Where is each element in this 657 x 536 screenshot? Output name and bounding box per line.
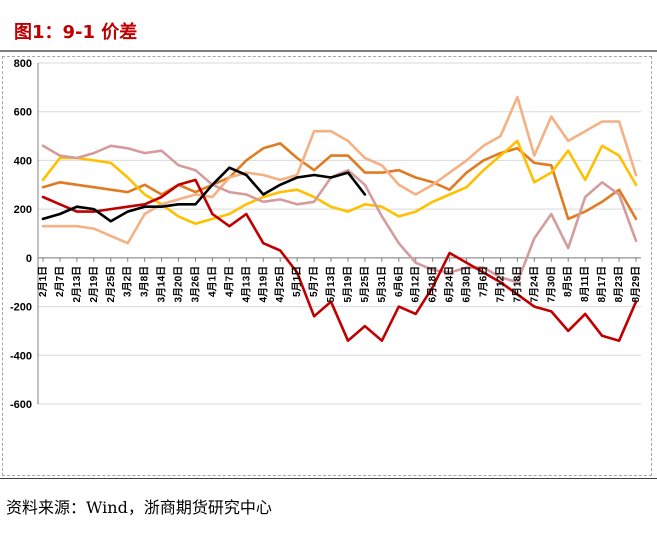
chart-frame <box>2 56 652 476</box>
series-line-1 <box>41 142 638 221</box>
x-tick-label: 3月20日 <box>173 266 185 303</box>
x-tick-label: 2月7日 <box>54 266 66 297</box>
x-tick-label: 5月25日 <box>359 266 371 303</box>
series-line-5 <box>41 178 638 342</box>
x-tick-label: 8月11日 <box>579 266 591 302</box>
x-tick-label: 8月17日 <box>596 266 608 303</box>
y-tick-label: 200 <box>14 204 32 216</box>
chart-title: 图1：9-1 价差 <box>14 22 138 43</box>
x-tick-label: 4月1日 <box>206 266 218 297</box>
source-note: 资料来源：Wind，浙商期货研究中心 <box>6 498 272 517</box>
x-tick-label: 2月19日 <box>88 266 100 303</box>
x-tick-label: 6月30日 <box>461 266 473 303</box>
series-line-3 <box>41 95 638 245</box>
x-tick-label: 6月24日 <box>444 266 456 303</box>
x-tick-label: 6月6日 <box>393 266 405 297</box>
y-tick-labels: -600 -400 -200 0 200 400 600 800 <box>10 58 32 411</box>
x-tick-label: 8月23日 <box>613 266 625 303</box>
x-tick-label: 4月25日 <box>274 266 286 303</box>
x-tick-labels: 2月1日 2月7日 2月13日 2月19日 2月25日 3月2日 3月8日 3月14日 3月20… <box>37 266 642 303</box>
grid-layer <box>38 62 641 405</box>
x-tick-label: 2月25日 <box>105 266 117 303</box>
x-tick-label: 4月7日 <box>223 266 235 297</box>
x-tick-label: 7月6日 <box>478 266 490 297</box>
x-tick-label: 2月1日 <box>37 266 49 297</box>
x-tick-label: 3月8日 <box>139 266 151 297</box>
x-tick-label: 2月13日 <box>71 266 83 303</box>
y-tick-label: -400 <box>10 350 32 362</box>
series-line-4 <box>41 144 638 284</box>
x-tick-label: 4月13日 <box>240 266 252 303</box>
series-line-2 <box>41 139 638 226</box>
x-tick-label: 3月26日 <box>189 266 201 303</box>
x-tick-label: 3月2日 <box>122 266 134 297</box>
x-tick-label: 7月24日 <box>528 266 540 303</box>
source-divider <box>0 478 657 479</box>
y-tick-label: 600 <box>14 107 32 119</box>
series-layer <box>41 95 638 342</box>
x-tick-label: 5月1日 <box>291 266 303 297</box>
x-tick-label: 5月13日 <box>325 266 337 303</box>
x-tick-label: 5月31日 <box>376 266 388 303</box>
x-tick-label: 4月19日 <box>257 266 269 303</box>
x-tick-label: 7月30日 <box>545 266 557 303</box>
series-line-6 <box>41 166 367 223</box>
y-tick-label: 800 <box>14 58 32 70</box>
x-tick-label: 3月14日 <box>156 266 168 303</box>
y-tick-label: -600 <box>10 399 32 411</box>
y-tick-label: 0 <box>26 253 32 265</box>
x-tick-label: 6月12日 <box>410 266 422 303</box>
x-tick-label: 6月18日 <box>427 266 439 303</box>
title-divider <box>0 50 657 52</box>
axis-layer <box>37 63 641 404</box>
x-tick-label: 7月12日 <box>494 266 506 303</box>
x-tick-label: 8月5日 <box>562 266 574 297</box>
y-tick-label: 400 <box>14 155 32 167</box>
x-tick-label: 8月29日 <box>630 266 642 303</box>
x-tick-label: 7月18日 <box>511 266 523 303</box>
y-tick-label: -200 <box>10 302 32 314</box>
x-tick-label: 5月7日 <box>308 266 320 297</box>
x-tick-label: 5月19日 <box>342 266 354 303</box>
